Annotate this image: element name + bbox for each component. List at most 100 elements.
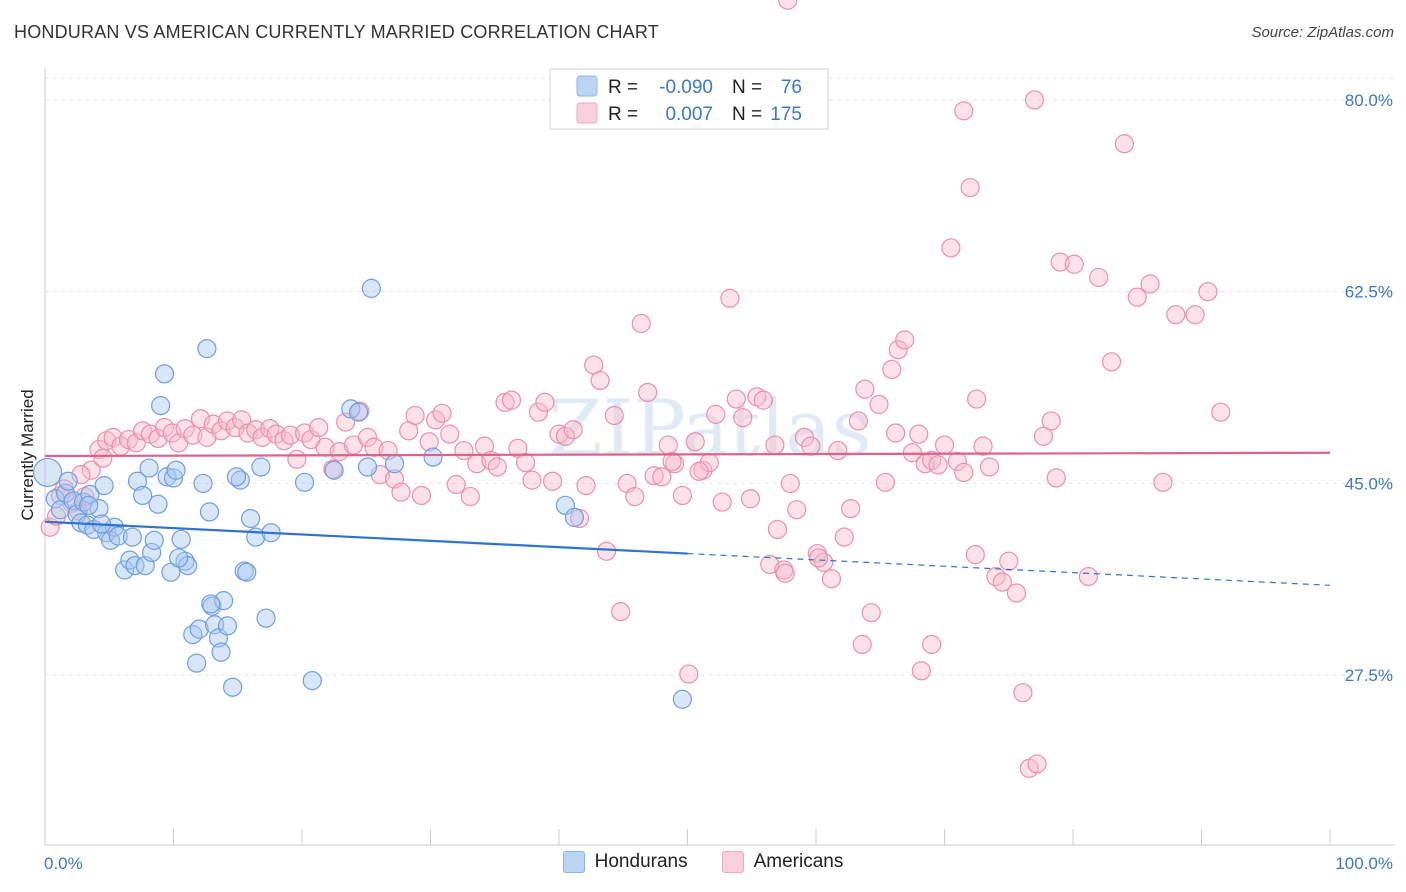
legend-n-label-1: N = bbox=[732, 77, 762, 98]
americans-trend-line bbox=[44, 451, 1331, 458]
americans-point bbox=[432, 403, 452, 423]
hondurans-point bbox=[324, 460, 344, 480]
hondurans-point bbox=[423, 447, 443, 467]
americans-point bbox=[855, 379, 875, 399]
hondurans-point bbox=[564, 507, 585, 527]
hondurans-points bbox=[32, 278, 692, 709]
hondurans-point bbox=[122, 527, 142, 547]
chart-title: HONDURAN VS AMERICAN CURRENTLY MARRIED C… bbox=[14, 22, 659, 42]
americans-point bbox=[1046, 468, 1066, 488]
americans-point bbox=[928, 455, 948, 475]
americans-point bbox=[405, 405, 425, 426]
americans-point bbox=[246, 420, 266, 440]
legend-swatch-blue bbox=[576, 75, 598, 97]
trend-lines bbox=[44, 451, 1331, 586]
x-tick-label-min: 0.0% bbox=[44, 854, 83, 873]
hondurans-swatch bbox=[562, 851, 585, 873]
hondurans-point bbox=[189, 619, 209, 639]
hondurans-point bbox=[217, 616, 238, 636]
hondurans-point bbox=[79, 495, 99, 515]
americans-point bbox=[973, 436, 993, 456]
americans-point bbox=[542, 471, 563, 491]
hondurans-point bbox=[127, 471, 148, 491]
americans-point bbox=[515, 452, 536, 473]
americans-point bbox=[882, 359, 902, 380]
americans-point bbox=[631, 313, 651, 334]
hondurans-point bbox=[115, 560, 135, 580]
hondurans-point bbox=[32, 457, 63, 488]
americans-point bbox=[869, 394, 889, 415]
americans-point bbox=[774, 560, 794, 580]
americans-point bbox=[960, 177, 980, 198]
hondurans-point bbox=[108, 526, 128, 546]
americans-point bbox=[1140, 274, 1160, 294]
y-tick-label: 62.5% bbox=[1345, 283, 1393, 302]
americans-point bbox=[604, 405, 624, 426]
hondurans-point bbox=[58, 471, 78, 491]
americans-point bbox=[658, 435, 678, 455]
americans-point bbox=[501, 390, 522, 410]
y-axis-label: Currently Married bbox=[18, 389, 37, 520]
americans-point bbox=[1006, 583, 1027, 603]
americans-point bbox=[999, 551, 1019, 571]
americans-point bbox=[625, 486, 645, 507]
legend-n-value-2: 175 bbox=[770, 104, 802, 125]
americans-point bbox=[689, 461, 709, 481]
legend-n-value-1: 76 bbox=[781, 77, 802, 98]
hondurans-trend-line bbox=[44, 520, 688, 555]
americans-point bbox=[1101, 352, 1122, 372]
americans-label: Americans bbox=[753, 851, 844, 872]
americans-point bbox=[992, 572, 1012, 592]
americans-point bbox=[1078, 566, 1099, 587]
americans-points bbox=[40, 0, 1231, 778]
americans-point bbox=[954, 101, 974, 121]
americans-point bbox=[596, 541, 617, 561]
hondurans-point bbox=[211, 642, 231, 662]
americans-point bbox=[266, 424, 286, 444]
americans-point bbox=[1166, 305, 1186, 325]
y-tick-label: 80.0% bbox=[1345, 91, 1393, 110]
bottom-legend: Hondurans Americans bbox=[0, 851, 1406, 873]
legend-r-label-1: R = bbox=[608, 77, 638, 98]
americans-point bbox=[767, 519, 788, 540]
americans-point bbox=[778, 0, 798, 10]
americans-point bbox=[1064, 254, 1084, 274]
americans-point bbox=[886, 423, 906, 443]
hondurans-point bbox=[223, 677, 243, 697]
americans-point bbox=[323, 459, 343, 479]
hondurans-point bbox=[241, 508, 261, 529]
americans-point bbox=[780, 473, 800, 494]
americans-point bbox=[217, 411, 238, 431]
americans-point bbox=[965, 545, 985, 565]
hondurans-point bbox=[197, 339, 217, 359]
source-label: Source: ZipAtlas.com bbox=[1251, 24, 1394, 41]
hondurans-point bbox=[256, 608, 276, 628]
americans-point bbox=[934, 435, 955, 455]
legend-item-hondurans[interactable]: Hondurans bbox=[562, 851, 688, 873]
americans-point bbox=[576, 476, 596, 496]
legend-n-label-2: N = bbox=[732, 104, 762, 125]
hondurans-point bbox=[226, 467, 247, 487]
americans-point bbox=[528, 402, 549, 422]
hondurans-trend-line-extrapolated bbox=[687, 552, 1331, 586]
americans-point bbox=[391, 482, 411, 502]
americans-point bbox=[148, 428, 168, 449]
americans-point bbox=[733, 408, 753, 428]
americans-point bbox=[162, 423, 182, 443]
hondurans-point bbox=[89, 499, 109, 519]
americans-point bbox=[535, 392, 555, 412]
americans-point bbox=[1089, 267, 1109, 288]
hondurans-point bbox=[302, 671, 322, 691]
americans-point bbox=[1127, 287, 1147, 307]
americans-point bbox=[611, 602, 631, 622]
hondurans-point bbox=[169, 548, 189, 568]
americans-point bbox=[175, 419, 195, 439]
watermark: ZIPatlas bbox=[548, 384, 871, 474]
americans-point bbox=[706, 404, 726, 424]
americans-point bbox=[1198, 282, 1218, 302]
hondurans-point bbox=[201, 594, 221, 614]
americans-point bbox=[979, 457, 1000, 477]
americans-point bbox=[487, 457, 507, 477]
legend-item-americans[interactable]: Americans bbox=[721, 851, 844, 873]
americans-point bbox=[875, 472, 895, 492]
